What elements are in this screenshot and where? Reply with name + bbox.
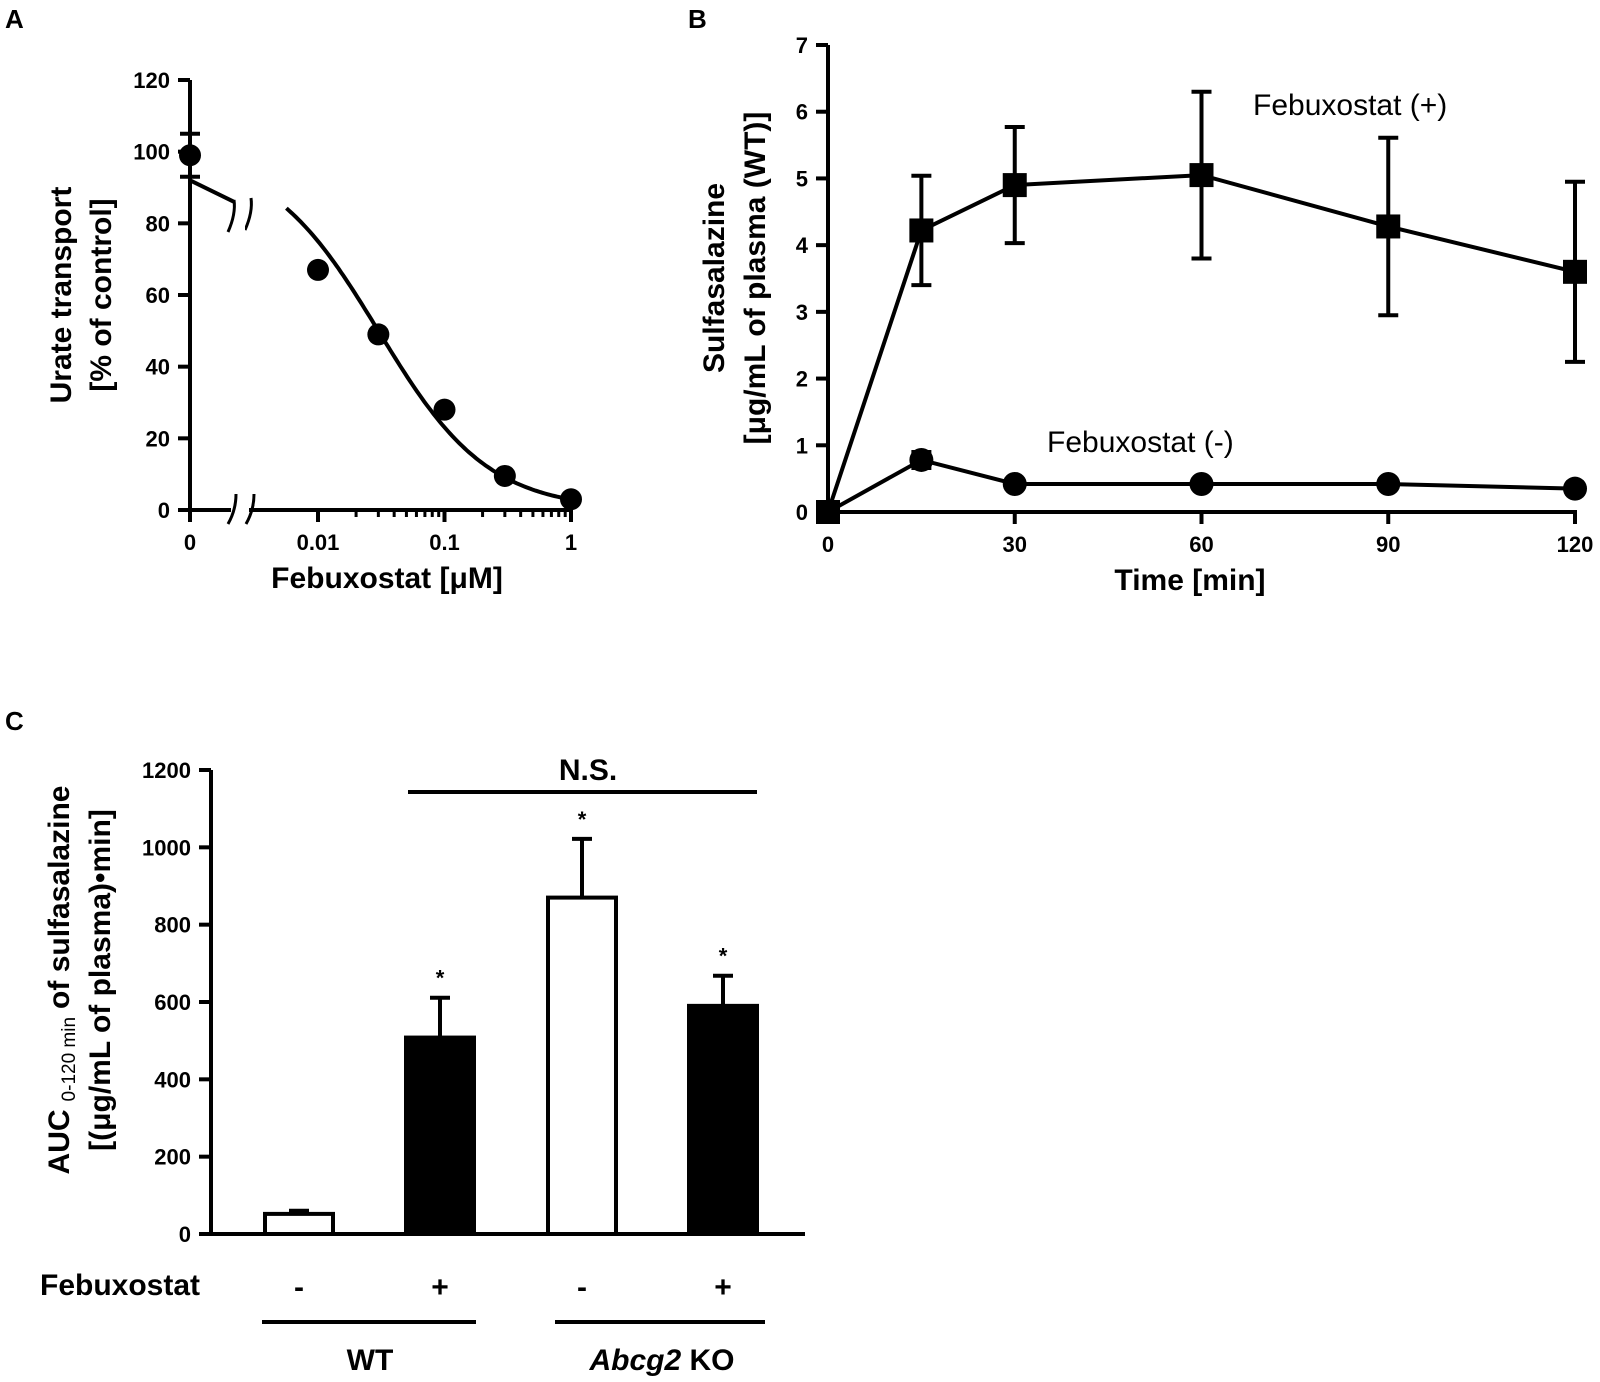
panel-c-y-tick-label: 600 bbox=[154, 990, 191, 1015]
panel-c-febuxostat-sign: + bbox=[714, 1271, 732, 1304]
febuxostat-row-label: Febuxostat bbox=[40, 1269, 200, 1302]
panel-a-fit-curve bbox=[285, 206, 572, 502]
panel-b-x-tick-label: 0 bbox=[822, 532, 834, 557]
panel-a-y-tick-label: 120 bbox=[133, 68, 170, 93]
panel-b-label: B bbox=[688, 4, 707, 34]
panel-c-label: C bbox=[5, 706, 24, 736]
panel-b-point-febuxostat-minus bbox=[1376, 471, 1401, 496]
panel-c-bar bbox=[263, 1211, 335, 1236]
panel-c-y-tick-label: 800 bbox=[154, 913, 191, 938]
panel-b-point-febuxostat-plus bbox=[909, 218, 934, 243]
panel-b-point-febuxostat-minus bbox=[1563, 476, 1587, 501]
panel-c-y-tick-label: 1200 bbox=[142, 758, 191, 783]
panel-c-febuxostat-sign: - bbox=[294, 1271, 304, 1304]
panel-a-curve-break-mark bbox=[243, 197, 253, 231]
panel-a-data-point bbox=[367, 323, 390, 346]
panel-b-y-tick-label: 3 bbox=[796, 300, 808, 325]
panel-b-point-febuxostat-minus bbox=[1002, 471, 1027, 496]
panel-b-point-febuxostat-plus bbox=[1563, 259, 1587, 284]
panel-c-y-tick-label: 400 bbox=[154, 1067, 191, 1092]
panel-c-bar bbox=[687, 1003, 759, 1236]
panel-b-y-tick-label: 2 bbox=[796, 367, 808, 392]
panel-c-y-axis-title-line1: AUC0-120 minof sulfasalazine bbox=[43, 786, 80, 1175]
panel-b-y-axis-title-line1: Sulfasalazine bbox=[698, 183, 731, 373]
panel-b-point-febuxostat-minus bbox=[1189, 471, 1214, 496]
panel-a-x-axis-break-mark bbox=[244, 493, 256, 525]
panel-a-fit-curve-pre-break bbox=[189, 178, 235, 204]
panel-b-point-febuxostat-minus bbox=[816, 500, 840, 524]
panel-a-x-tick-label: 0.1 bbox=[429, 530, 460, 555]
panel-a-curve-break-mark bbox=[226, 199, 236, 233]
panel-a-y-tick-label: 100 bbox=[133, 140, 170, 165]
panel-c-febuxostat-sign: + bbox=[431, 1271, 449, 1304]
significance-asterisk: * bbox=[719, 944, 728, 969]
panel-c-bar bbox=[404, 1035, 476, 1237]
panel-b-x-tick-label: 120 bbox=[1557, 532, 1594, 557]
significance-asterisk: * bbox=[436, 966, 445, 991]
panel-a-control-point bbox=[179, 144, 201, 167]
panel-a-data-point bbox=[307, 258, 329, 281]
panel-b-x-tick-label: 30 bbox=[1003, 532, 1027, 557]
panel-b: B 0 1 2 3 4 5 6 7 0 30 60 90 120 Time [min] Sulfasal… bbox=[688, 4, 1593, 597]
panel-a-label: A bbox=[5, 4, 24, 34]
panel-a-x-tick-label: 1 bbox=[565, 530, 577, 555]
panel-a-y-tick-label: 40 bbox=[146, 355, 170, 380]
panel-b-y-tick-label: 7 bbox=[796, 33, 808, 58]
panel-b-point-febuxostat-plus bbox=[1002, 173, 1027, 198]
group-label-wt: WT bbox=[347, 1344, 394, 1377]
series-label-febuxostat-plus: Febuxostat (+) bbox=[1253, 89, 1447, 122]
panel-b-y-tick-label: 6 bbox=[796, 100, 808, 125]
panel-b-y-tick-label: 4 bbox=[796, 233, 809, 258]
panel-c-y-axis-title-line2: [(μg/mL of plasma)•min] bbox=[84, 809, 117, 1151]
panel-a-curve-gap bbox=[236, 195, 245, 233]
panel-a-y-axis-title-line2: [% of control] bbox=[85, 198, 118, 391]
panel-a-data-point bbox=[560, 488, 582, 511]
panel-b-point-febuxostat-plus bbox=[1376, 214, 1401, 239]
panel-c-y-tick-label: 1000 bbox=[142, 835, 191, 860]
panel-b-point-febuxostat-minus bbox=[909, 447, 934, 472]
panel-a: A 0 20 40 60 80 100 120 0 0.01 0.1 1 Febuxostat [μ… bbox=[5, 4, 582, 595]
significance-asterisk: * bbox=[578, 807, 587, 832]
panel-b-y-tick-label: 0 bbox=[796, 500, 808, 525]
panel-b-line-febuxostat-minus bbox=[827, 457, 1576, 514]
panel-a-y-axis-title-line1: Urate transport bbox=[45, 187, 78, 404]
panel-b-y-axis-title-line2: [μg/mL of plasma (WT)] bbox=[739, 112, 772, 445]
panel-c-y-tick-label: 200 bbox=[154, 1145, 191, 1170]
panel-c-y-tick-label: 0 bbox=[179, 1222, 191, 1247]
panel-a-data-point bbox=[433, 398, 456, 421]
panel-a-x-axis-title: Febuxostat [μM] bbox=[271, 562, 503, 595]
panel-a-x-tick-label: 0.01 bbox=[297, 530, 340, 555]
panel-c-bar bbox=[546, 895, 618, 1236]
panel-a-y-tick-label: 80 bbox=[146, 211, 170, 236]
panel-a-y-tick-label: 60 bbox=[146, 283, 170, 308]
panel-a-x-axis-break-mark bbox=[226, 493, 238, 525]
panel-a-y-tick-label: 0 bbox=[158, 498, 170, 523]
panel-c: C 0 200 400 600 800 1000 1200 - * + * - * + AUC0-120… bbox=[5, 706, 805, 1377]
panel-b-y-tick-label: 1 bbox=[796, 433, 808, 458]
panel-b-y-tick-label: 5 bbox=[796, 166, 808, 191]
panel-b-point-febuxostat-plus bbox=[1189, 163, 1214, 188]
panel-b-x-tick-label: 60 bbox=[1189, 532, 1213, 557]
panel-c-febuxostat-sign: - bbox=[577, 1271, 587, 1304]
panel-c-y-axis-subscript: 0-120 min bbox=[59, 1017, 80, 1102]
panel-b-line-febuxostat-plus bbox=[826, 173, 1576, 513]
panel-b-x-tick-label: 90 bbox=[1376, 532, 1400, 557]
series-label-febuxostat-minus: Febuxostat (-) bbox=[1047, 426, 1234, 459]
group-label-abcg2-ko: Abcg2 KO bbox=[588, 1344, 734, 1377]
panel-b-x-axis-title: Time [min] bbox=[1114, 564, 1265, 597]
ns-label: N.S. bbox=[559, 754, 617, 787]
panel-a-x-tick-label: 0 bbox=[184, 530, 196, 555]
panel-a-data-point bbox=[493, 464, 516, 487]
panel-a-y-tick-label: 20 bbox=[146, 426, 170, 451]
